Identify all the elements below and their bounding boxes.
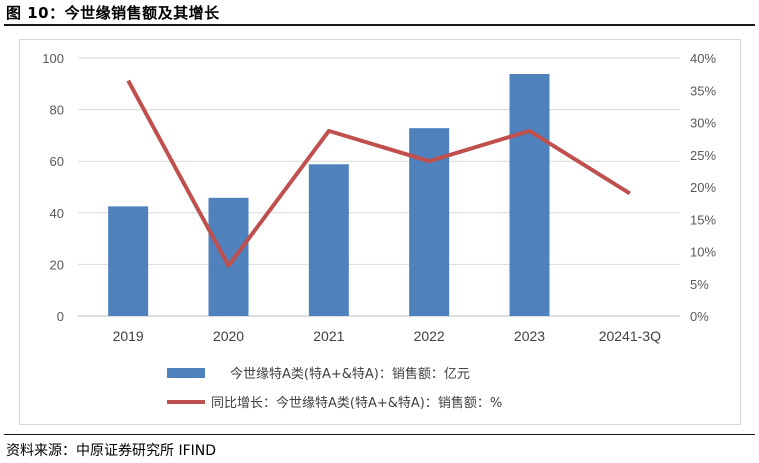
chart-frame bbox=[19, 39, 741, 425]
figure-title: 图 10：今世缘销售额及其增长 bbox=[6, 4, 220, 22]
bar bbox=[208, 197, 249, 316]
right-tick-label: 40% bbox=[690, 51, 716, 66]
left-axis-ticks: 0 20 40 60 80 100 bbox=[42, 51, 64, 324]
right-tick-label: 10% bbox=[690, 245, 716, 260]
right-axis-ticks: 0% 5% 10% 15% 20% 25% 30% 35% 40% bbox=[690, 51, 716, 324]
legend: 今世缘特A类(特A+&特A)：销售额：亿元 同比增长：今世缘特A类(特A+&特A… bbox=[167, 366, 502, 411]
bar bbox=[509, 73, 550, 316]
category-label: 2021 bbox=[313, 328, 344, 344]
bar bbox=[308, 164, 349, 316]
source-rule bbox=[4, 434, 755, 435]
category-label: 2023 bbox=[514, 328, 545, 344]
category-label: 2020 bbox=[213, 328, 244, 344]
gridlines bbox=[78, 57, 680, 317]
category-labels: 2019 2020 2021 2022 2023 20241-3Q bbox=[113, 328, 661, 344]
right-tick-label: 0% bbox=[690, 309, 709, 324]
left-tick-label: 100 bbox=[42, 51, 64, 66]
left-tick-label: 20 bbox=[50, 257, 64, 272]
category-label: 2019 bbox=[113, 328, 144, 344]
legend-bar-label: 今世缘特A类(特A+&特A)：销售额：亿元 bbox=[230, 366, 470, 382]
growth-line bbox=[126, 79, 631, 268]
right-tick-label: 35% bbox=[690, 83, 716, 98]
category-label: 20241-3Q bbox=[599, 328, 661, 344]
line-series bbox=[126, 79, 631, 268]
legend-bar-swatch bbox=[167, 368, 205, 378]
left-tick-label: 0 bbox=[57, 309, 64, 324]
left-tick-label: 60 bbox=[50, 154, 64, 169]
source-note: 资料来源：中原证券研究所 IFIND bbox=[6, 443, 217, 459]
right-tick-label: 25% bbox=[690, 148, 716, 163]
left-tick-label: 40 bbox=[50, 206, 64, 221]
right-tick-label: 5% bbox=[690, 277, 709, 292]
category-label: 2022 bbox=[414, 328, 445, 344]
right-tick-label: 20% bbox=[690, 180, 716, 195]
bar-series bbox=[108, 73, 550, 316]
title-rule bbox=[4, 24, 755, 26]
right-tick-label: 30% bbox=[690, 116, 716, 131]
bar bbox=[108, 206, 149, 316]
right-tick-label: 15% bbox=[690, 212, 716, 227]
legend-line-label: 同比增长：今世缘特A类(特A+&特A)：销售额：% bbox=[211, 395, 502, 411]
left-tick-label: 80 bbox=[50, 103, 64, 118]
